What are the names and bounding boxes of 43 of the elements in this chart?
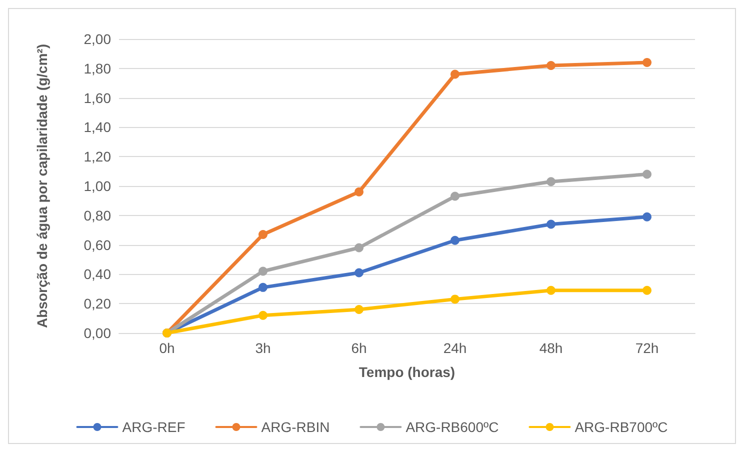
y-tick-label: 0,40	[84, 266, 112, 282]
y-tick-label: 2,00	[84, 31, 112, 47]
y-tick-label: 1,60	[84, 90, 112, 106]
point	[450, 70, 460, 79]
point	[258, 230, 268, 240]
x-tick-label: 48h	[539, 340, 563, 356]
y-tick-label: 1,20	[84, 148, 112, 165]
point	[354, 187, 364, 196]
point	[546, 286, 556, 295]
legend-label: ARG-RBIN	[261, 419, 330, 435]
point	[354, 268, 364, 278]
x-tick-label: 72h	[635, 340, 659, 356]
legend-label: ARG-REF	[122, 419, 186, 435]
point	[450, 236, 460, 245]
point	[450, 192, 460, 201]
y-tick-label: 0,80	[84, 207, 112, 224]
y-tick-label: 0,20	[84, 296, 112, 312]
y-tick-label: 1,80	[84, 60, 112, 76]
legend-label: ARG-RB600ºC	[406, 419, 499, 435]
point	[546, 220, 556, 229]
point	[642, 170, 652, 179]
point	[546, 177, 556, 186]
x-tick-label: 3h	[255, 340, 271, 356]
point	[354, 243, 364, 252]
point	[546, 60, 556, 70]
x-tick-label: 0h	[159, 340, 175, 356]
point	[258, 266, 268, 276]
x-axis-title: Tempo (horas)	[358, 364, 456, 380]
point	[642, 58, 652, 68]
point	[258, 282, 268, 292]
point	[258, 310, 268, 320]
point	[450, 294, 460, 304]
legend-label: ARG-RB700ºC	[574, 419, 668, 435]
y-tick-label: 0,00	[84, 325, 112, 341]
x-tick-label: 6h	[351, 340, 367, 356]
y-tick-label: 0,60	[84, 236, 112, 253]
y-tick-label: 1,00	[84, 178, 112, 194]
y-axis-title: Absorção de água por capilaridade (g/cm²)	[34, 44, 50, 328]
point	[642, 286, 652, 295]
x-tick-label: 24h	[443, 340, 467, 356]
point	[354, 304, 364, 314]
point	[642, 212, 652, 222]
y-tick-label: 1,40	[84, 119, 112, 136]
